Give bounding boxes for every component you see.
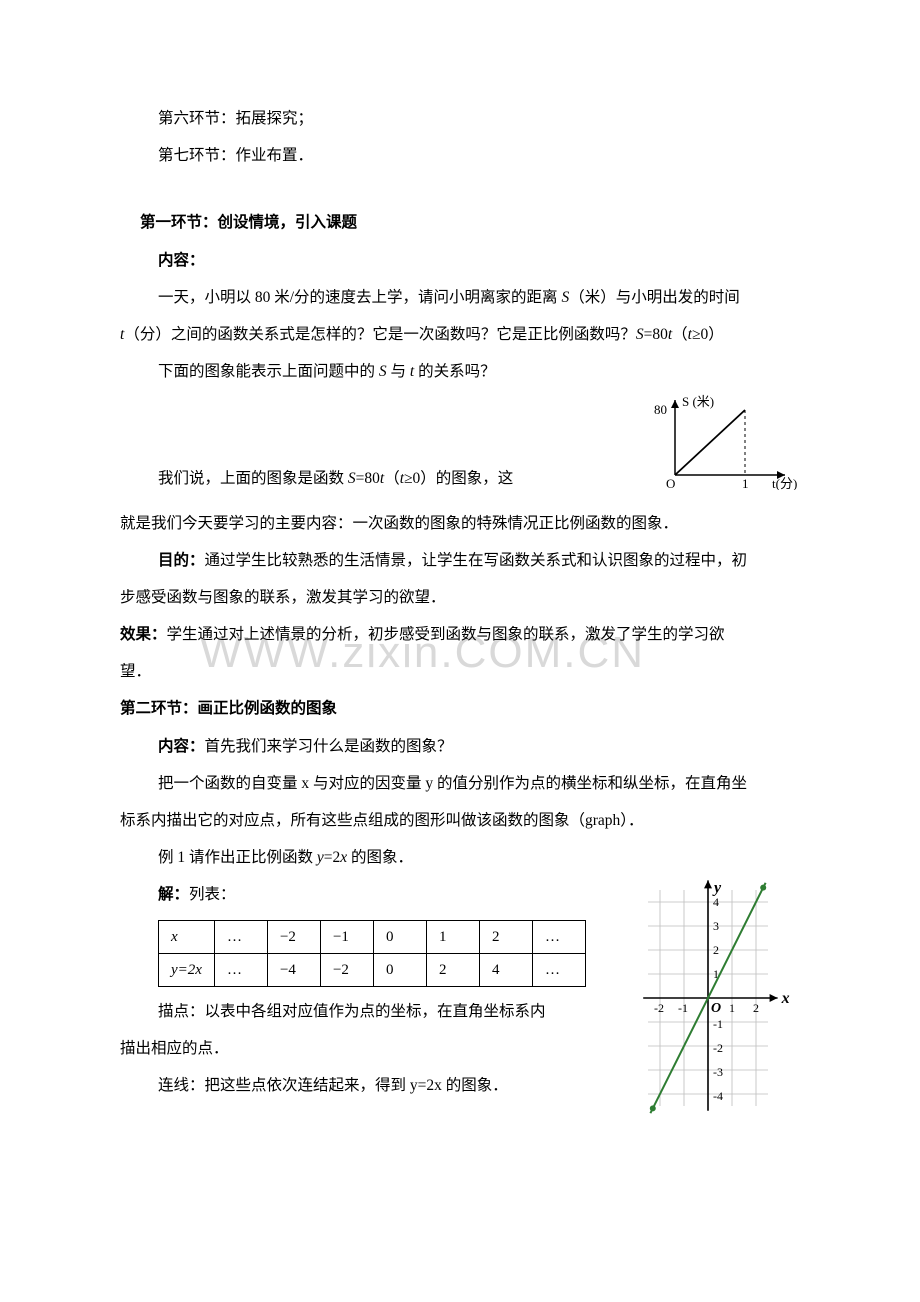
svg-text:-1: -1 bbox=[678, 1001, 688, 1015]
svg-text:x: x bbox=[781, 990, 790, 1007]
label-effect: 效果： bbox=[120, 626, 167, 643]
table-row: y=2x … −4 −2 0 2 4 … bbox=[159, 953, 586, 986]
svg-text:4: 4 bbox=[713, 895, 719, 909]
cell: −1 bbox=[320, 920, 373, 953]
text: 我们说，上面的图象是函数 bbox=[158, 470, 348, 487]
text: （分）之间的函数关系式是怎样的？它是一次函数吗？它是正比例函数吗？ bbox=[124, 326, 636, 343]
chart1-y-label: S (米) bbox=[682, 394, 714, 409]
cell: −2 bbox=[320, 953, 373, 986]
var-s: S bbox=[348, 470, 356, 487]
text: ≥0） bbox=[692, 326, 724, 343]
label-purpose: 目的： bbox=[158, 552, 205, 569]
chart-coordinate-plane: xyO-2-1121234-1-2-3-4 bbox=[620, 876, 800, 1140]
text: 列表： bbox=[189, 886, 236, 903]
text: =2 bbox=[324, 849, 341, 866]
cell: x bbox=[159, 920, 215, 953]
cell: 2 bbox=[479, 920, 532, 953]
text: 例 1 请作出正比例函数 bbox=[158, 849, 317, 866]
outline-item-7: 第七环节：作业布置． bbox=[158, 137, 800, 174]
outline-item-6: 第六环节：拓展探究； bbox=[158, 100, 800, 137]
heading-phase-2: 第二环节：画正比例函数的图象 bbox=[120, 690, 800, 727]
cell: … bbox=[214, 920, 267, 953]
paragraph-connect: 连线：把这些点依次连结起来，得到 y=2x 的图象． bbox=[158, 1067, 600, 1104]
cell: y=2x bbox=[159, 953, 215, 986]
svg-text:3: 3 bbox=[713, 919, 719, 933]
paragraph-effect-1: 效果：学生通过对上述情景的分析，初步感受到函数与图象的联系，激发了学生的学习欲 bbox=[120, 616, 800, 653]
cell: … bbox=[532, 953, 585, 986]
text: 的图象． bbox=[347, 849, 413, 866]
solution-label: 解：列表： bbox=[158, 876, 600, 913]
var-s: S bbox=[636, 326, 644, 343]
paragraph-question: 下面的图象能表示上面问题中的 S 与 t 的关系吗？ bbox=[158, 353, 800, 390]
text: ≥0）的图象，这 bbox=[404, 470, 513, 487]
paragraph-purpose-1: 目的：通过学生比较熟悉的生活情景，让学生在写函数关系式和认识图象的过程中，初 bbox=[158, 542, 800, 579]
text: 一天，小明以 80 米/分的速度去上学，请问小明离家的距离 bbox=[158, 289, 561, 306]
chart1-x-label: t(分) bbox=[772, 476, 797, 490]
text: 与 bbox=[387, 363, 410, 380]
var-y: y bbox=[317, 849, 324, 866]
text: （ bbox=[672, 326, 688, 343]
svg-text:y: y bbox=[712, 880, 722, 897]
cell: … bbox=[214, 953, 267, 986]
svg-text:2: 2 bbox=[753, 1001, 759, 1015]
cell: 0 bbox=[373, 953, 426, 986]
data-table: x … −2 −1 0 1 2 … y=2x … −4 −2 0 bbox=[158, 920, 586, 987]
label-content-2: 内容： bbox=[158, 738, 205, 755]
svg-text:O: O bbox=[711, 1001, 721, 1016]
heading-phase-1: 第一环节：创设情境，引入课题 bbox=[140, 204, 800, 241]
var-s: S bbox=[379, 363, 387, 380]
label-solution: 解： bbox=[158, 886, 189, 903]
chart-line-small: S (米) t(分) O 80 1 bbox=[650, 390, 800, 490]
svg-text:2: 2 bbox=[713, 943, 719, 957]
table-row: x … −2 −1 0 1 2 … bbox=[159, 920, 586, 953]
paragraph-purpose-2: 步感受函数与图象的联系，激发其学习的欲望． bbox=[120, 579, 800, 616]
paragraph-effect-2: 望． bbox=[120, 653, 800, 690]
paragraph-def-1: 把一个函数的自变量 x 与对应的因变量 y 的值分别作为点的横坐标和纵坐标，在直… bbox=[158, 765, 800, 802]
paragraph-content-2: 内容：首先我们来学习什么是函数的图象？ bbox=[158, 728, 800, 765]
text: =80 bbox=[644, 326, 668, 343]
svg-text:-2: -2 bbox=[654, 1001, 664, 1015]
svg-text:-2: -2 bbox=[713, 1041, 723, 1055]
text: =80 bbox=[356, 470, 380, 487]
paragraph-scenario-2: t（分）之间的函数关系式是怎样的？它是一次函数吗？它是正比例函数吗？S=80t（… bbox=[120, 316, 800, 353]
cell: … bbox=[532, 920, 585, 953]
cell: −2 bbox=[267, 920, 320, 953]
example-1: 例 1 请作出正比例函数 y=2x 的图象． bbox=[158, 839, 800, 876]
cell: 1 bbox=[426, 920, 479, 953]
chart1-x-val: 1 bbox=[742, 476, 749, 490]
label-content: 内容： bbox=[158, 242, 800, 279]
svg-text:1: 1 bbox=[729, 1001, 735, 1015]
cell: 0 bbox=[373, 920, 426, 953]
paragraph-plot-1: 描点：以表中各组对应值作为点的坐标，在直角坐标系内 bbox=[158, 993, 600, 1030]
text: 下面的图象能表示上面问题中的 bbox=[158, 363, 379, 380]
paragraph-scenario-1: 一天，小明以 80 米/分的速度去上学，请问小明离家的距离 S（米）与小明出发的… bbox=[158, 279, 800, 316]
paragraph-def-2: 标系内描出它的对应点，所有这些点组成的图形叫做该函数的图象（graph）． bbox=[120, 802, 800, 839]
paragraph-explain-1: 我们说，上面的图象是函数 S=80t（t≥0）的图象，这 bbox=[158, 460, 640, 497]
cell: 4 bbox=[479, 953, 532, 986]
cell: −4 bbox=[267, 953, 320, 986]
svg-text:-1: -1 bbox=[713, 1017, 723, 1031]
text: 通过学生比较熟悉的生活情景，让学生在写函数关系式和认识图象的过程中，初 bbox=[205, 552, 748, 569]
chart1-origin: O bbox=[666, 476, 675, 490]
text: （ bbox=[384, 470, 400, 487]
svg-text:-3: -3 bbox=[713, 1065, 723, 1079]
text: 首先我们来学习什么是函数的图象？ bbox=[205, 738, 453, 755]
svg-text:-4: -4 bbox=[713, 1089, 723, 1103]
text: 学生通过对上述情景的分析，初步感受到函数与图象的联系，激发了学生的学习欲 bbox=[167, 626, 725, 643]
paragraph-explain-2: 就是我们今天要学习的主要内容：一次函数的图象的特殊情况正比例函数的图象． bbox=[120, 505, 800, 542]
chart1-y-val: 80 bbox=[654, 402, 667, 417]
cell: 2 bbox=[426, 953, 479, 986]
text: 的关系吗？ bbox=[414, 363, 495, 380]
text: （米）与小明出发的时间 bbox=[569, 289, 740, 306]
paragraph-plot-2: 描出相应的点． bbox=[120, 1030, 600, 1067]
